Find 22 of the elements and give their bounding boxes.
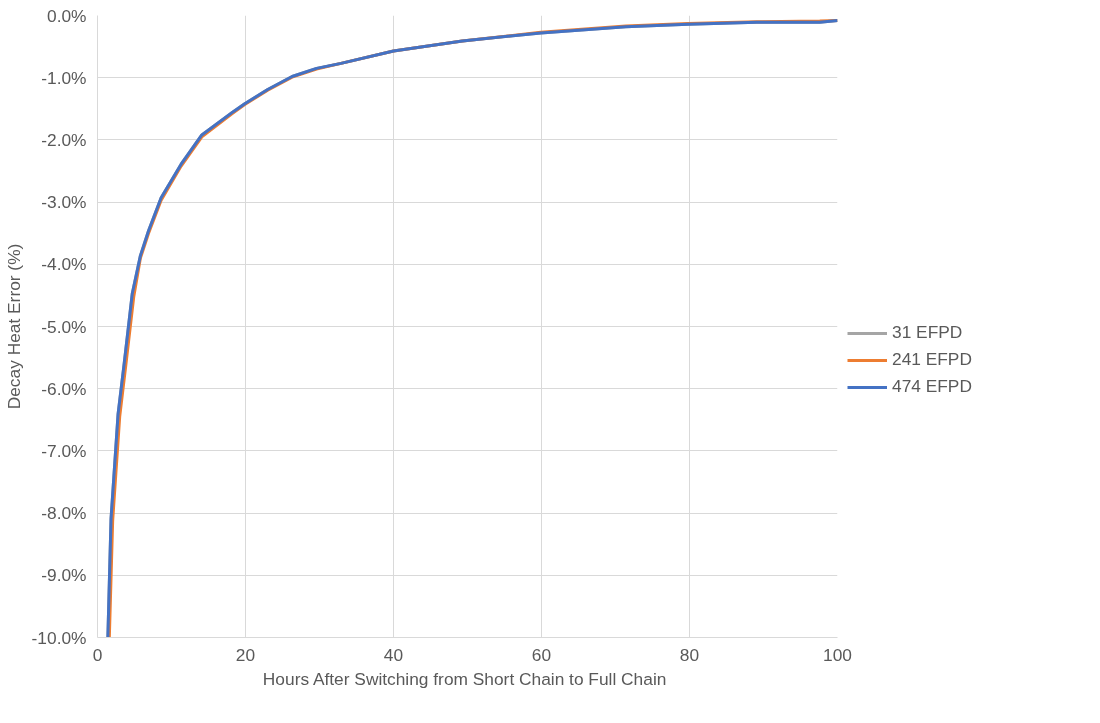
x-tick-label: 20	[235, 644, 256, 665]
y-tick-label: -3.0%	[41, 192, 87, 213]
y-axis-title: Decay Heat Error (%)	[3, 243, 24, 410]
y-tick-label: -5.0%	[41, 316, 87, 337]
x-tick-label: 60	[531, 644, 552, 665]
y-tick-label: -6.0%	[41, 378, 87, 399]
legend-label: 31 EFPD	[892, 322, 963, 343]
legend-label: 474 EFPD	[892, 376, 972, 397]
y-tick-label: 0.0%	[47, 5, 87, 26]
x-tick-label: 80	[679, 644, 700, 665]
y-tick-label: -10.0%	[31, 627, 87, 648]
y-tick-label: -8.0%	[41, 503, 87, 524]
x-tick-label: 40	[383, 644, 404, 665]
y-tick-label: -1.0%	[41, 67, 87, 88]
y-tick-label: -2.0%	[41, 129, 87, 150]
y-tick-label: -4.0%	[41, 254, 87, 275]
legend-label: 241 EFPD	[892, 349, 972, 370]
x-tick-label: 100	[823, 644, 852, 665]
y-tick-label: -9.0%	[41, 565, 87, 586]
y-tick-label: -7.0%	[41, 440, 87, 461]
x-tick-label: 0	[92, 644, 103, 665]
x-axis-title: Hours After Switching from Short Chain to Full Chain	[262, 668, 667, 689]
